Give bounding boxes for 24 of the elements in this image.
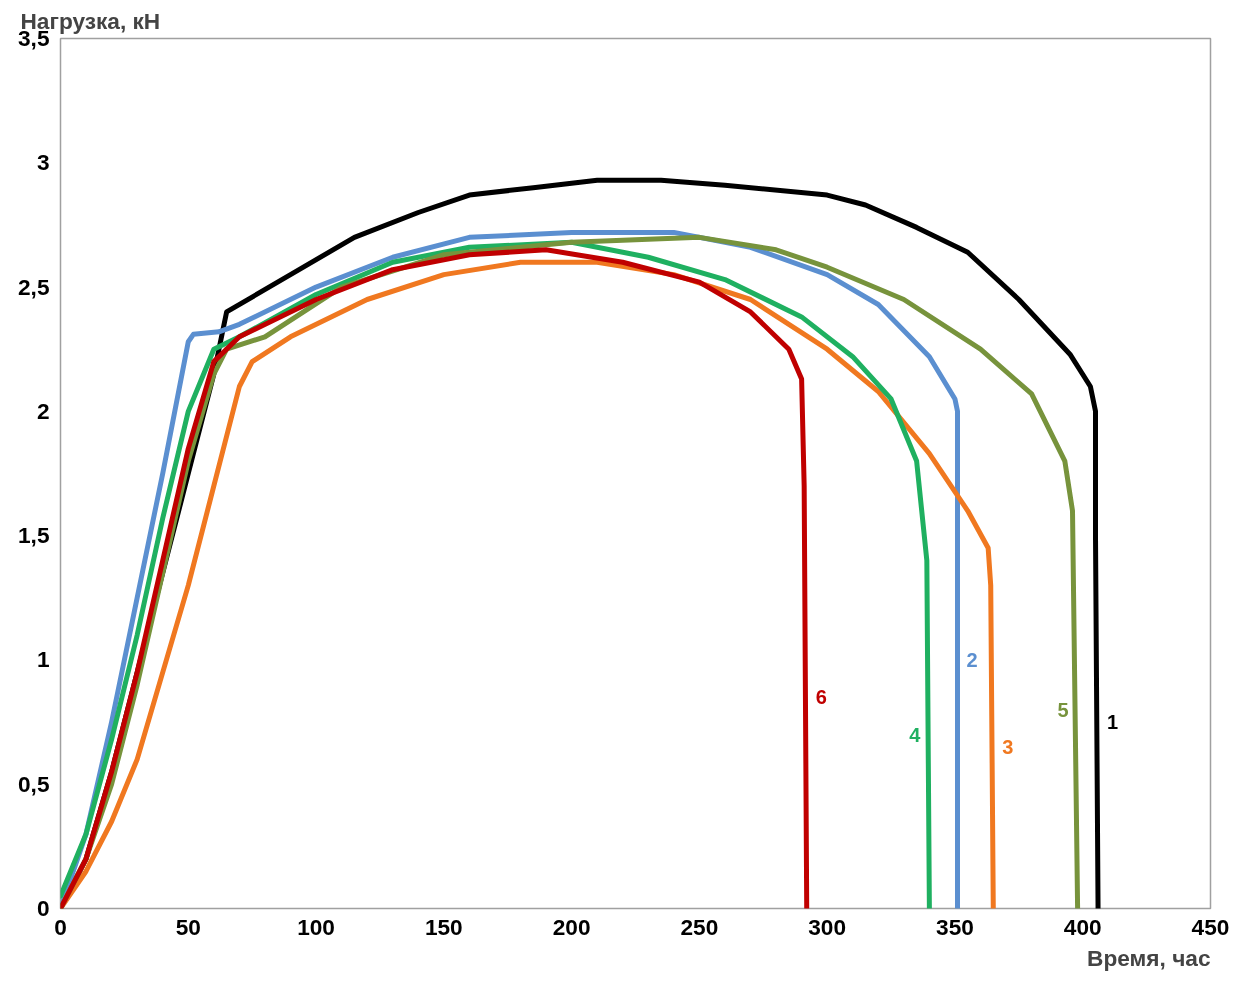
x-tick-label: 400 [1063,913,1102,940]
series-label: 2 [966,648,978,671]
x-tick-label: 250 [680,913,719,940]
x-tick-label: 50 [175,913,201,940]
x-tick-label: 100 [297,913,335,940]
series-label: 1 [1107,711,1119,734]
y-tick-label: 1,5 [18,522,50,549]
series-label: 3 [1002,735,1014,758]
y-tick-label: 1 [36,646,50,673]
y-tick-label: 2 [36,397,50,424]
x-axis-title: Время, час [1087,944,1211,971]
x-tick-label: 200 [552,913,591,940]
y-tick-label: 3 [36,149,50,176]
series-label: 5 [1057,698,1069,721]
y-tick-label: 0 [36,895,50,921]
x-tick-label: 300 [808,913,847,940]
series-label: 6 [815,686,827,709]
series-label: 4 [909,723,922,746]
x-tick-label: 0 [54,913,67,940]
y-tick-label: 2,5 [18,273,50,300]
y-tick-label: 0,5 [18,770,50,797]
x-tick-label: 450 [1191,913,1230,940]
x-tick-label: 350 [936,913,974,940]
x-tick-label: 150 [424,913,463,940]
